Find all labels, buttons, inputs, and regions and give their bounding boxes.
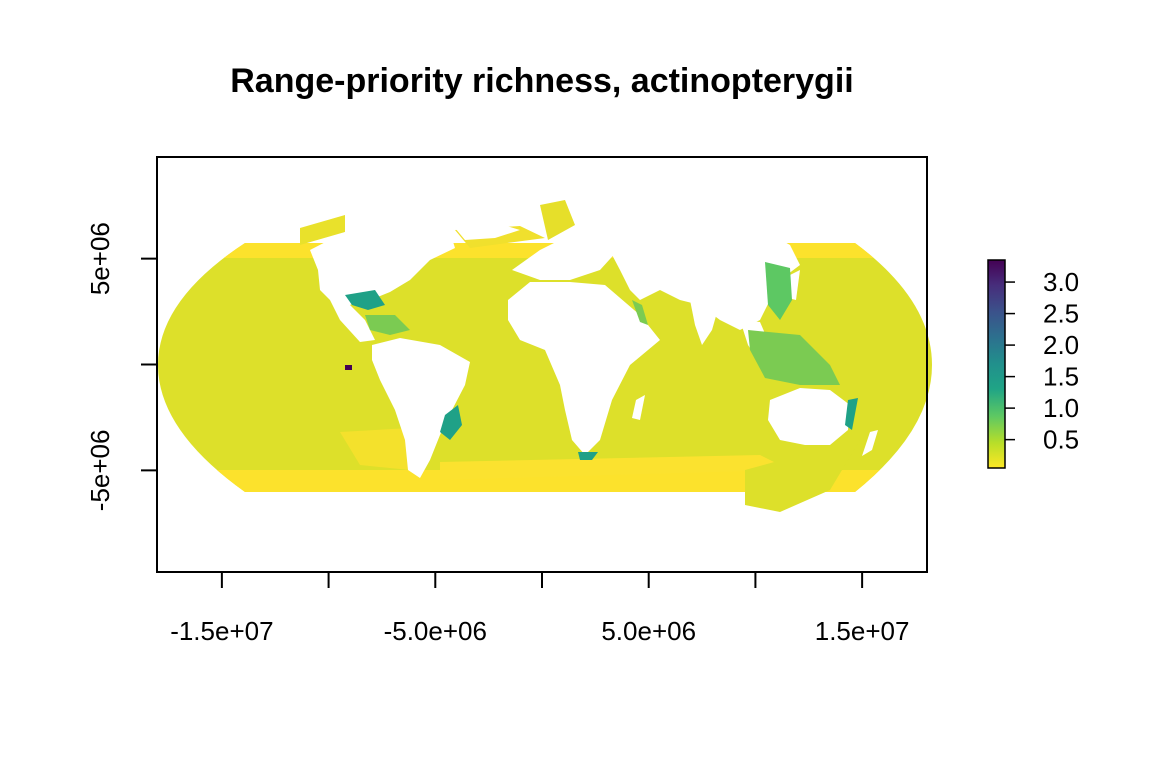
- land-australia: [768, 388, 850, 445]
- land-india: [690, 300, 720, 345]
- x-tick-label: -5.0e+06: [384, 616, 487, 646]
- y-tick-label: 5e+06: [85, 222, 115, 295]
- x-tick-label: -1.5e+07: [170, 616, 273, 646]
- y-axis: 5e+06 -5e+06: [85, 222, 157, 511]
- chart-title: Range-priority richness, actinopterygii: [230, 62, 853, 100]
- color-legend: 0.51.01.52.02.53.0: [987, 259, 1079, 469]
- legend-tick-label: 1.0: [1043, 393, 1079, 423]
- southern-extension: [745, 440, 860, 512]
- legend-tick-label: 3.0: [1043, 267, 1079, 297]
- coast-caribbean: [365, 315, 410, 335]
- arctic-extension-pacific: [300, 215, 345, 245]
- land-new-zealand: [862, 430, 878, 456]
- coast-brazil: [440, 405, 462, 440]
- land-south-america: [372, 338, 470, 478]
- coast-south-africa: [578, 452, 598, 460]
- coast-gulf-mexico: [345, 290, 385, 310]
- south-pacific-band: [340, 428, 410, 470]
- landmasses: [310, 224, 878, 478]
- x-tick-label: 5.0e+06: [601, 616, 696, 646]
- southern-ocean-band: [440, 455, 790, 480]
- land-greenland: [455, 224, 520, 240]
- coastal-richness: [345, 262, 858, 460]
- land-central-america: [330, 300, 375, 342]
- coast-east-australia: [845, 398, 858, 430]
- arctic-extension-norway: [540, 200, 575, 240]
- land-europe: [512, 232, 620, 280]
- legend-ticks: 0.51.01.52.02.53.0: [1005, 267, 1079, 455]
- land-africa: [508, 282, 660, 455]
- land-north-america: [310, 226, 455, 310]
- coast-east-asia: [765, 262, 792, 320]
- x-tick-label: 1.5e+07: [815, 616, 910, 646]
- legend-tick-label: 2.0: [1043, 330, 1079, 360]
- land-madagascar: [632, 395, 645, 420]
- coast-red-sea: [632, 300, 648, 325]
- x-axis: -1.5e+07 -5.0e+06 5.0e+06 1.5e+07: [170, 572, 909, 646]
- legend-tick-label: 1.5: [1043, 362, 1079, 392]
- peak-cell: [345, 365, 352, 370]
- legend-tick-label: 0.5: [1043, 425, 1079, 455]
- land-asia: [600, 225, 800, 330]
- polar-band-south: [158, 470, 932, 492]
- y-tick-label: -5e+06: [85, 430, 115, 512]
- coast-indo-pacific: [748, 330, 840, 385]
- legend-colorbar: [987, 259, 1006, 469]
- legend-tick-label: 2.5: [1043, 299, 1079, 329]
- richness-raster: [158, 200, 932, 512]
